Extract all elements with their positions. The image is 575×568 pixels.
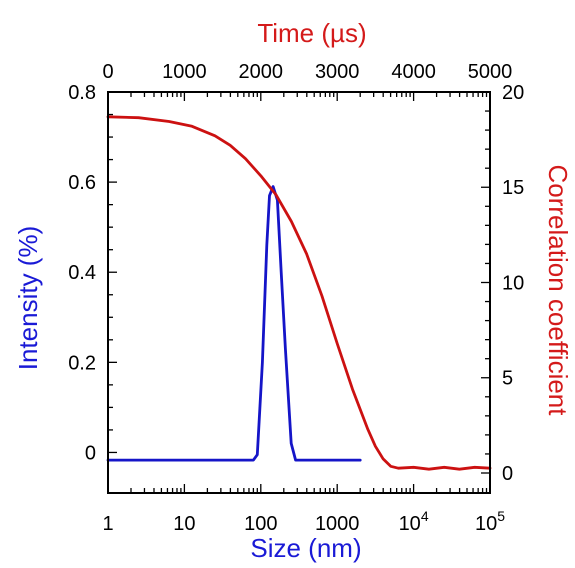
right-tick-label: 10 [502,272,524,294]
bottom-tick-label: 105 [475,508,505,535]
correlation-series-line [106,115,492,471]
bottom-tick-label: 100 [244,513,277,535]
right-tick-label: 15 [502,177,524,199]
top-tick-label: 1000 [162,61,207,83]
bottom-axis-title: Size (nm) [250,533,361,563]
right-axis-title: Correlation coefficient [543,165,573,417]
plot-frame [107,91,491,494]
right-tick-label: 0 [502,463,513,485]
top-tick-label: 2000 [239,61,284,83]
left-tick-label: 0.2 [68,352,96,374]
bottom-tick-label: 104 [399,508,429,535]
left-tick-label: 0 [85,442,96,464]
right-tick-label: 5 [502,368,513,390]
left-tick-label: 0.4 [68,262,96,284]
right-tick-label: 20 [502,82,524,104]
series-layer [106,115,492,471]
bottom-tick-label: 10 [173,513,195,535]
top-tick-label: 5000 [468,61,513,83]
top-tick-label: 3000 [315,61,360,83]
top-tick-label: 4000 [391,61,436,83]
left-tick-label: 0.8 [68,82,96,104]
bottom-tick-label: 1000 [315,513,360,535]
top-tick-label: 0 [102,61,113,83]
top-axis-title: Time (µs) [257,18,366,48]
bottom-tick-label: 1 [102,513,113,535]
left-tick-label: 0.6 [68,172,96,194]
intensity-series-line [106,185,362,462]
left-axis-title: Intensity (%) [13,226,43,371]
